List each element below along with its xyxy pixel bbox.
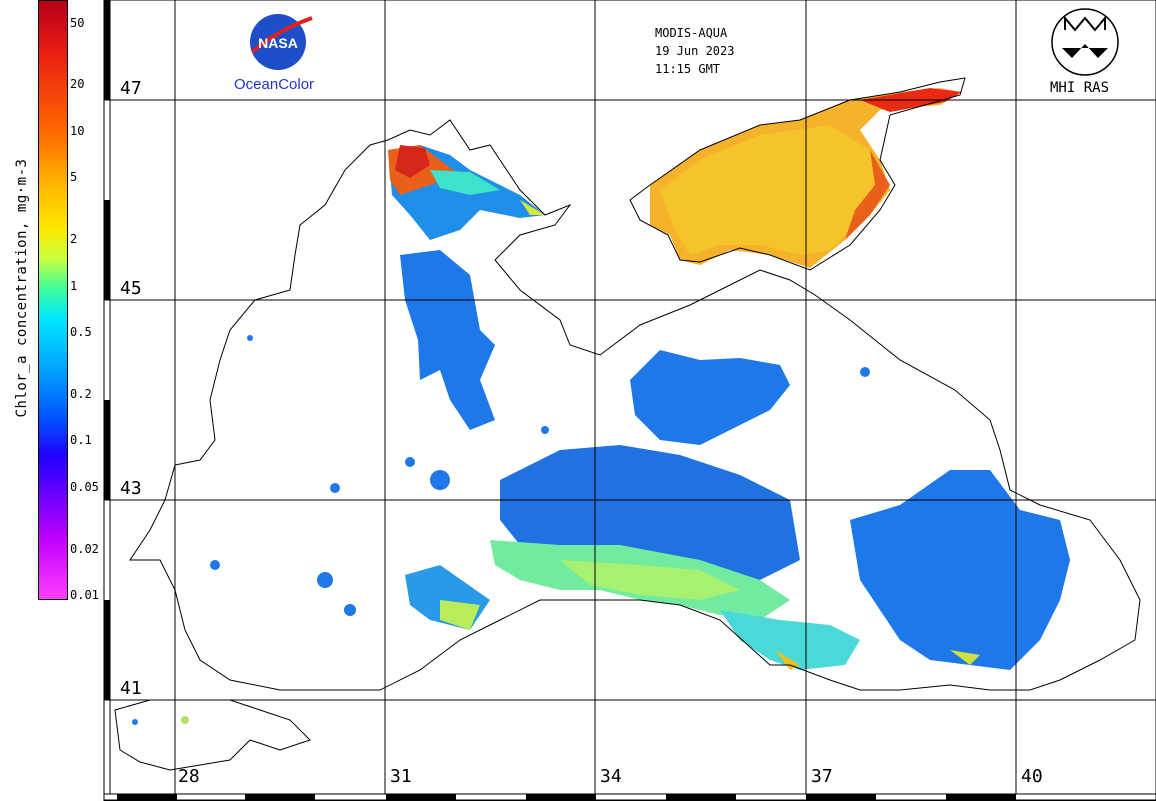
image-header: MODIS-AQUA 19 Jun 2023 11:15 GMT <box>655 24 734 78</box>
oceancolor-label: OceanColor <box>234 76 315 93</box>
colorbar-tick: 1 <box>70 278 78 293</box>
mhi-ras-label: MHI RAS <box>1050 80 1110 96</box>
colorbar-tick: 0.02 <box>70 541 99 556</box>
colorbar-gradient <box>38 0 68 600</box>
lat-label-41: 41 <box>120 678 142 699</box>
colorbar-tick: 10 <box>70 123 85 138</box>
lon-label-34: 34 <box>600 766 622 787</box>
lat-label-47: 47 <box>120 78 142 99</box>
colorbar-tick: 0.01 <box>70 588 99 603</box>
colorbar-tick: 0.5 <box>70 325 92 340</box>
nasa-logo: NASA <box>250 14 313 70</box>
colorbar-legend: Chlor_a concentration, mg·m-3 50 20 10 5 2 1 0… <box>0 0 104 801</box>
lat-label-43: 43 <box>120 478 142 499</box>
sensor-label: MODIS-AQUA <box>655 26 728 40</box>
mhi-logo <box>1051 8 1119 76</box>
colorbar-tick: 5 <box>70 170 78 185</box>
colorbar-tick: 0.05 <box>70 479 99 494</box>
colorbar-tick: 2 <box>70 231 78 246</box>
colorbar-tick: 0.1 <box>70 433 92 448</box>
lon-label-31: 31 <box>390 766 412 787</box>
graticule <box>104 0 1156 794</box>
colorbar-tick: 50 <box>70 15 85 30</box>
lat-label-45: 45 <box>120 278 142 299</box>
left-scale-bar <box>103 0 111 801</box>
lon-label-40: 40 <box>1021 766 1043 787</box>
chlorophyll-field <box>132 88 1070 725</box>
colorbar-tick: 0.2 <box>70 386 92 401</box>
lon-label-37: 37 <box>811 766 833 787</box>
nasa-wordmark: NASA <box>258 35 298 51</box>
date-label: 19 Jun 2023 <box>655 44 735 58</box>
bottom-scale-bar <box>103 793 1156 801</box>
colorbar-tick: 20 <box>70 77 85 92</box>
lon-label-28: 28 <box>178 766 200 787</box>
time-label: 11:15 GMT <box>655 62 721 76</box>
